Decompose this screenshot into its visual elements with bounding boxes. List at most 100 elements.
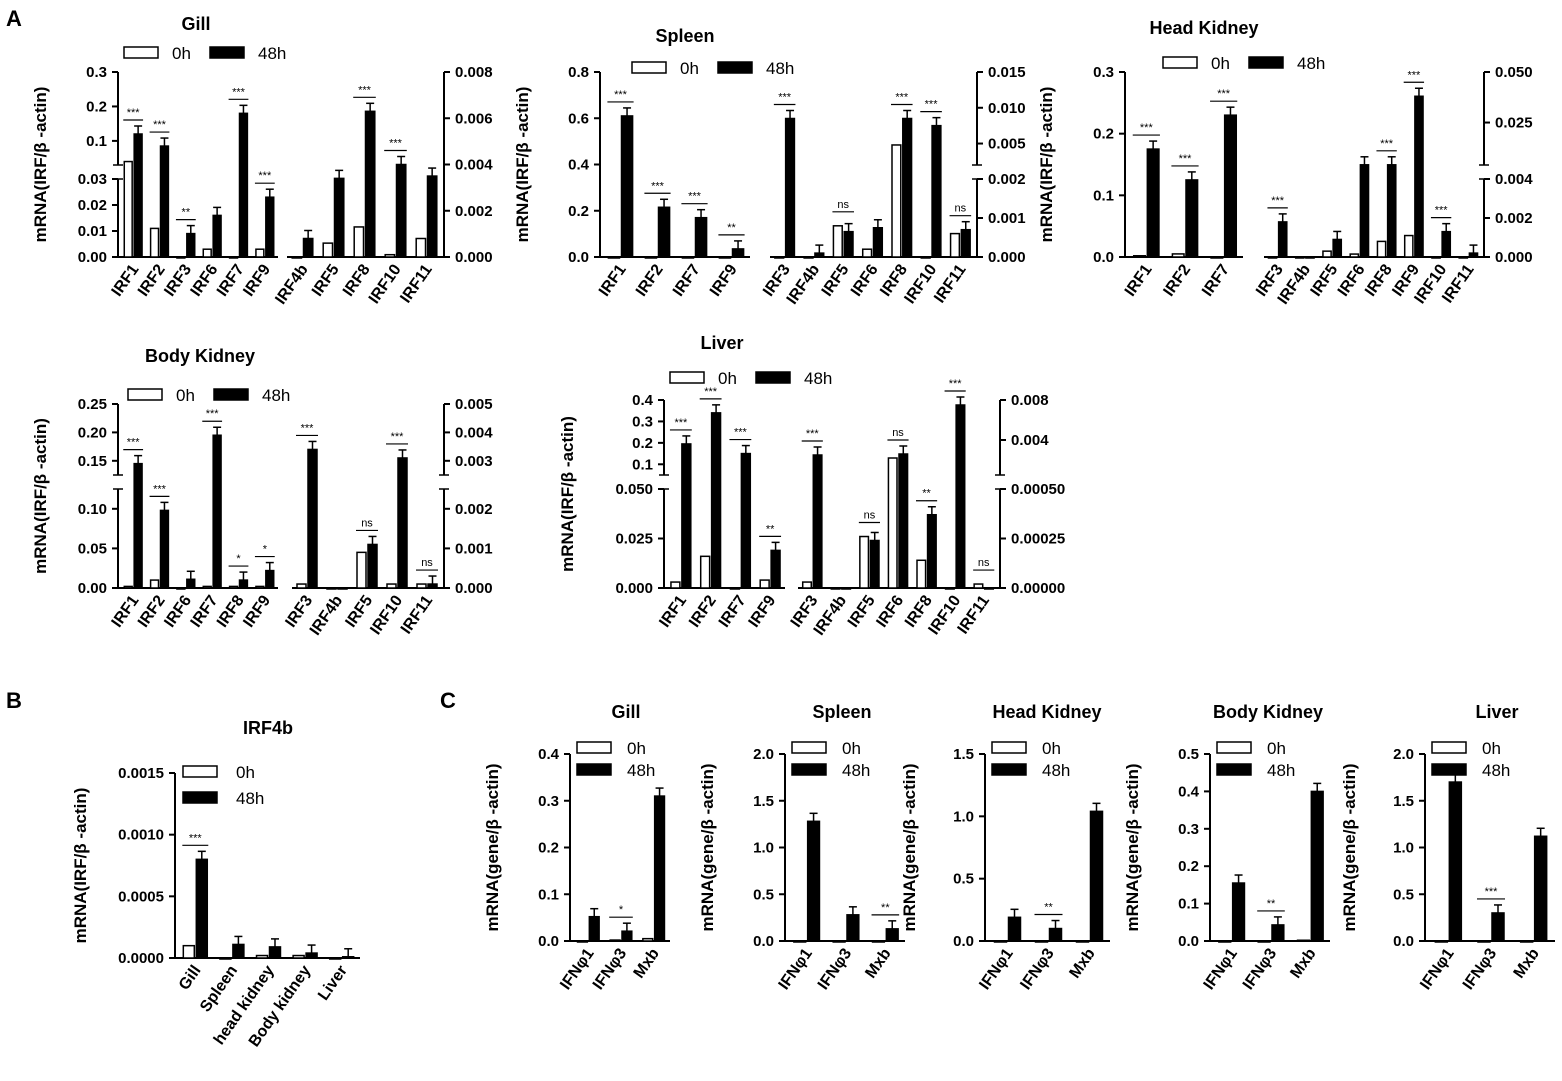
a-liver-right-sig-marker: ns (864, 510, 876, 522)
a-headkidney-legend-swatch-0h (1162, 56, 1198, 69)
a-headkidney-left-bar-48h (1146, 148, 1160, 258)
a-gill-left-bar-48h (212, 214, 222, 258)
a-bodykidney-legend-label-0h: 0h (176, 386, 195, 405)
a-gill-left-category-label: IRF6 (188, 261, 222, 299)
a-gill-left-bar-48h (238, 112, 249, 258)
c-gill-bar-48h (653, 795, 666, 942)
a-liver-legend-label-0h: 0h (718, 369, 737, 388)
c-gill-legend-label-0h: 0h (627, 739, 646, 758)
a-spleen-right-category-label: IRF4b (784, 261, 824, 307)
a-spleen-right-tick-label: 0.005 (988, 136, 1026, 153)
c-bodykidney-bar-0h (1296, 939, 1311, 943)
b-irf4b-bar-0h (328, 957, 342, 960)
a-liver-right-bar-48h (955, 404, 966, 589)
a-headkidney-left-tick-label: 0.3 (1093, 64, 1114, 81)
a-liver-right-tick-label: 0.00050 (1011, 481, 1065, 498)
a-headkidney-right-bar-0h (1403, 234, 1414, 258)
c-bodykidney-bar-0h (1257, 940, 1271, 943)
c-spleen-y-axis-label: mRNA(gene/β -actin) (698, 763, 717, 931)
a-bodykidney-left-tick-label: 0.25 (78, 396, 107, 413)
c-gill-tick-label: 0.0 (538, 933, 559, 950)
a-gill-left-sig-marker: *** (232, 86, 246, 98)
a-spleen-right-sig-marker: *** (925, 99, 939, 111)
c-bodykidney-tick-label: 0.4 (1178, 783, 1200, 800)
b-irf4b-bar-48h (268, 946, 282, 959)
c-liver-tick-label: 1.0 (1393, 840, 1414, 857)
a-liver-right-bar-48h (812, 454, 823, 589)
a-headkidney-right-tick-label: 0.002 (1495, 210, 1533, 227)
a-spleen-left-sig-marker: *** (688, 191, 702, 203)
a-gill-legend-label-0h: 0h (172, 44, 191, 63)
a-liver-left-bar-48h (710, 412, 722, 589)
c-gill-bar-48h (588, 915, 600, 942)
c-spleen-sig-marker: ** (881, 902, 890, 914)
a-headkidney-left-bar-0h (1171, 253, 1185, 258)
a-liver-y-axis-label: mRNA(IRF/β -actin) (558, 416, 577, 572)
a-gill-right-sig-marker: *** (389, 138, 403, 150)
a-spleen-left-category-label: IRF2 (633, 261, 667, 299)
b-irf4b-legend-swatch-0h (182, 765, 218, 778)
b-irf4b-legend-swatch-48h (182, 791, 218, 804)
a-spleen-left-sig-marker: ** (727, 222, 736, 234)
a-bodykidney-left-tick-label: 0.15 (78, 453, 107, 470)
a-spleen-right-bar-48h (960, 228, 971, 258)
c-liver-legend-swatch-48h (1431, 763, 1467, 776)
a-gill-left-sig-marker: *** (127, 107, 141, 119)
a-gill-legend-swatch-0h (123, 46, 159, 59)
a-spleen-title: Spleen (655, 26, 714, 46)
a-spleen-left-tick-label: 0.6 (568, 110, 589, 127)
b-irf4b-bar-0h (255, 954, 269, 959)
c-spleen-legend-label-0h: 0h (842, 739, 861, 758)
a-bodykidney-left-tick-label: 0.10 (78, 501, 107, 518)
a-headkidney-left-category-label: IRF1 (1122, 261, 1156, 299)
a-liver-left-bar-0h (699, 555, 711, 589)
c-spleen-bar-0h (832, 940, 846, 943)
a-spleen-right-sig-marker: *** (778, 92, 792, 104)
c-headkidney-tick-label: 1.5 (953, 746, 974, 763)
a-bodykidney-left-category-label: IRF8 (214, 592, 248, 630)
a-bodykidney-left-bar-48h (133, 462, 143, 589)
a-gill-left-tick-label: 0.02 (78, 197, 107, 214)
a-headkidney-y-axis-label: mRNA(IRF/β -actin) (1037, 87, 1056, 243)
a-bodykidney-y-axis-label: mRNA(IRF/β -actin) (31, 418, 50, 574)
c-liver-title: Liver (1475, 702, 1518, 722)
a-liver-left-tick-label: 0.3 (632, 413, 653, 430)
a-spleen-right-bar-0h (861, 248, 873, 258)
c-headkidney-bar-0h (1075, 940, 1090, 943)
a-gill-left-tick-label: 0.2 (86, 98, 107, 115)
a-bodykidney-right-sig-marker: *** (391, 431, 405, 443)
a-liver-right-category-label: IRF5 (845, 592, 879, 630)
a-bodykidney-left-bar-0h (123, 585, 133, 589)
c-bodykidney-tick-label: 0.3 (1178, 821, 1199, 838)
a-bodykidney-left-tick-label: 0.20 (78, 424, 107, 441)
a-gill-left-bar-48h (133, 133, 143, 258)
a-liver-right-sig-marker: *** (949, 378, 963, 390)
c-headkidney-title: Head Kidney (992, 702, 1101, 722)
a-headkidney-right-tick-label: 0.000 (1495, 249, 1533, 266)
a-bodykidney-left-bar-0h (202, 585, 212, 589)
c-headkidney-category-label: IFNφ3 (1017, 945, 1057, 993)
b-irf4b-legend-label-48h: 48h (236, 789, 264, 808)
c-gill-tick-label: 0.3 (538, 793, 559, 810)
a-spleen-right-bar-0h (832, 225, 843, 258)
a-spleen-legend-swatch-0h (631, 61, 667, 74)
a-headkidney-right-bar-48h (1468, 252, 1479, 258)
a-headkidney-right-sig-marker: *** (1271, 195, 1285, 207)
c-spleen-bar-48h (806, 820, 821, 942)
a-liver-left-sig-marker: *** (704, 386, 718, 398)
a-headkidney-legend-label-48h: 48h (1297, 54, 1325, 73)
c-headkidney-tick-label: 1.0 (953, 808, 974, 825)
a-gill-right-bar-48h (333, 177, 345, 258)
c-liver-tick-label: 0.5 (1393, 886, 1414, 903)
a-headkidney-right-tick-label: 0.025 (1495, 115, 1533, 132)
a-headkidney-right-bar-48h (1386, 164, 1397, 258)
a-gill-left-sig-marker: ** (182, 207, 191, 219)
a-spleen-right-category-label: IRF11 (931, 261, 969, 306)
a-bodykidney-left-sig-marker: * (236, 553, 241, 565)
a-liver-right-tick-label: 0.00025 (1011, 531, 1065, 548)
a-headkidney-left-sig-marker: *** (1217, 88, 1231, 100)
a-bodykidney-left-tick-label: 0.00 (78, 580, 107, 597)
a-liver-left-category-label: IRF2 (686, 592, 720, 630)
c-gill-category-label: IFNφ3 (590, 945, 630, 993)
a-liver-right-bar-0h (801, 581, 813, 589)
